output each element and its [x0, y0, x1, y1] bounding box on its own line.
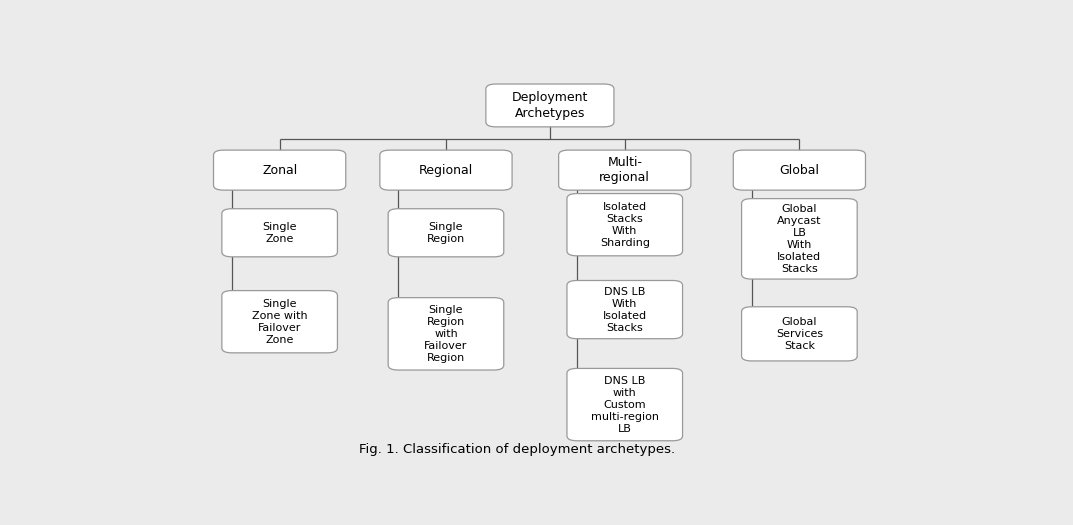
FancyBboxPatch shape — [741, 307, 857, 361]
FancyBboxPatch shape — [733, 150, 866, 190]
FancyBboxPatch shape — [567, 280, 682, 339]
FancyBboxPatch shape — [567, 369, 682, 441]
FancyBboxPatch shape — [741, 198, 857, 279]
Text: Regional: Regional — [418, 164, 473, 176]
Text: Global
Services
Stack: Global Services Stack — [776, 317, 823, 351]
Text: Deployment
Archetypes: Deployment Archetypes — [512, 91, 588, 120]
Text: DNS LB
with
Custom
multi-region
LB: DNS LB with Custom multi-region LB — [591, 375, 659, 434]
FancyBboxPatch shape — [214, 150, 346, 190]
FancyBboxPatch shape — [222, 209, 337, 257]
Text: Single
Zone: Single Zone — [263, 222, 297, 244]
Text: Single
Zone with
Failover
Zone: Single Zone with Failover Zone — [252, 299, 308, 345]
FancyBboxPatch shape — [567, 194, 682, 256]
Text: Single
Region: Single Region — [427, 222, 465, 244]
Text: Zonal: Zonal — [262, 164, 297, 176]
FancyBboxPatch shape — [388, 209, 503, 257]
FancyBboxPatch shape — [486, 84, 614, 127]
FancyBboxPatch shape — [559, 150, 691, 190]
Text: Global: Global — [779, 164, 820, 176]
FancyBboxPatch shape — [380, 150, 512, 190]
Text: Multi-
regional: Multi- regional — [600, 156, 650, 184]
FancyBboxPatch shape — [222, 291, 337, 353]
Text: Global
Anycast
LB
With
Isolated
Stacks: Global Anycast LB With Isolated Stacks — [777, 204, 822, 274]
Text: Single
Region
with
Failover
Region: Single Region with Failover Region — [424, 305, 468, 363]
Text: DNS LB
With
Isolated
Stacks: DNS LB With Isolated Stacks — [603, 287, 647, 333]
Text: Isolated
Stacks
With
Sharding: Isolated Stacks With Sharding — [600, 202, 650, 248]
FancyBboxPatch shape — [388, 298, 503, 370]
Text: Fig. 1. Classification of deployment archetypes.: Fig. 1. Classification of deployment arc… — [358, 443, 675, 456]
